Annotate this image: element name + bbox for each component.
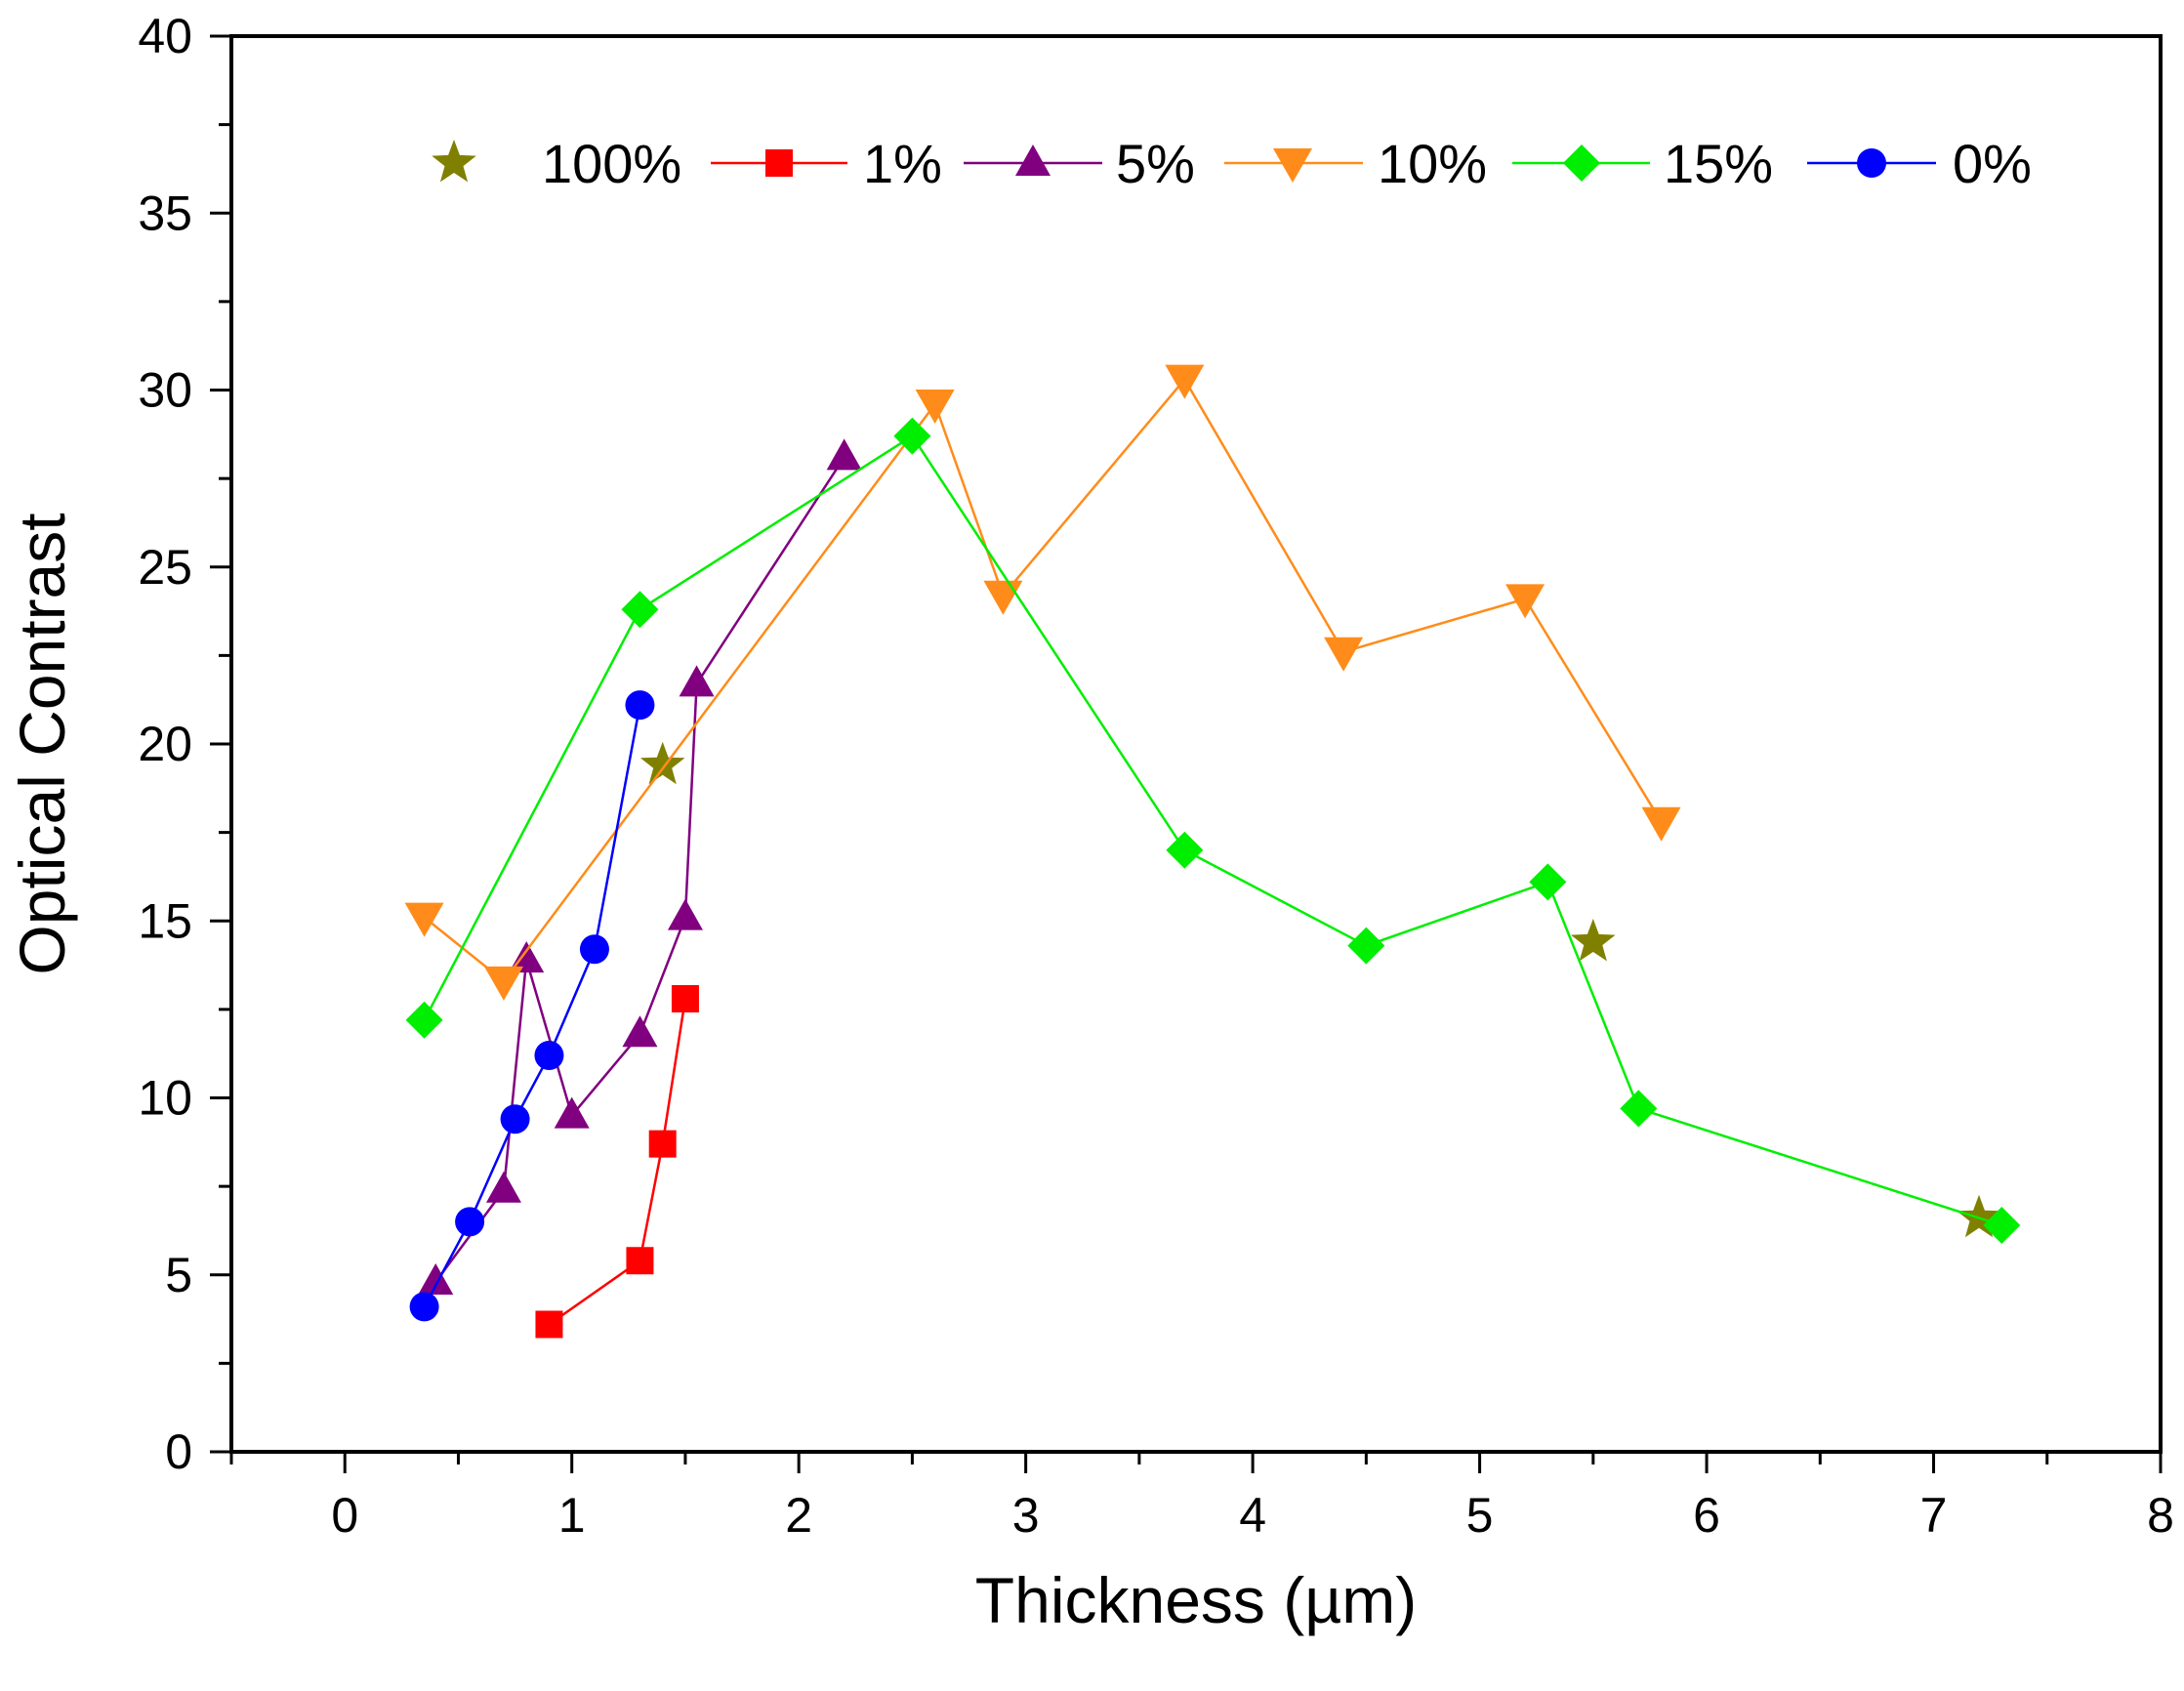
data-point — [485, 1171, 521, 1203]
data-point — [418, 1263, 454, 1295]
data-point — [648, 1130, 677, 1158]
y-tick-label: 0 — [165, 1424, 192, 1479]
y-tick-label: 10 — [138, 1071, 192, 1126]
x-axis-title: Thickness (µm) — [975, 1564, 1417, 1636]
data-series — [404, 364, 2021, 1339]
data-point — [915, 390, 955, 424]
y-tick-label: 40 — [138, 9, 192, 63]
legend-entry: 15% — [1512, 133, 1773, 194]
x-tick-label: 0 — [331, 1488, 358, 1543]
y-tick-label: 5 — [165, 1248, 192, 1302]
series-line — [423, 704, 641, 1307]
series-15pct — [405, 417, 2021, 1244]
x-tick-label: 5 — [1466, 1488, 1494, 1543]
series-line — [434, 456, 845, 1283]
legend-entry: 5% — [964, 133, 1195, 194]
legend-marker — [1563, 144, 1600, 182]
y-tick-label: 15 — [138, 893, 192, 948]
legend-marker — [432, 140, 476, 183]
data-point — [1347, 927, 1385, 965]
series-line — [548, 998, 687, 1326]
series-100pct — [639, 741, 2001, 1238]
data-point — [579, 934, 609, 965]
data-point — [1983, 1207, 2021, 1244]
y-axis-title: Optical Contrast — [6, 513, 78, 974]
data-point — [405, 1001, 443, 1039]
axis-tick-labels: 0 1 2 3 4 5 6 7 8 0 5 10 15 20 25 30 35 40 — [138, 9, 2174, 1543]
data-point — [1529, 863, 1567, 901]
data-point — [671, 985, 699, 1012]
series-0pct — [409, 690, 655, 1322]
data-point — [1166, 831, 1204, 869]
y-tick-label: 30 — [138, 363, 192, 418]
legend-entry: 100% — [432, 133, 681, 194]
data-point — [1571, 919, 1616, 962]
data-point — [1641, 806, 1681, 842]
series-1pct — [535, 985, 699, 1339]
series-line — [423, 433, 2002, 1227]
legend-label: 100% — [542, 133, 681, 194]
y-tick-label: 25 — [138, 540, 192, 595]
series-line — [423, 377, 1663, 983]
data-point — [409, 1292, 439, 1322]
axis-ticks — [210, 34, 2163, 1473]
data-point — [1620, 1090, 1658, 1128]
data-point — [483, 966, 523, 1001]
legend: 100% 1% 5% 10% 15% 0% — [432, 133, 2032, 194]
data-point — [509, 941, 545, 973]
data-point — [455, 1207, 485, 1237]
plot-frame — [229, 34, 2163, 1454]
y-tick-label: 20 — [138, 717, 192, 771]
series-10pct — [404, 364, 1681, 1001]
data-point — [679, 665, 715, 697]
x-tick-label: 2 — [785, 1488, 812, 1543]
data-point — [625, 690, 655, 721]
data-point — [1957, 1194, 2001, 1238]
legend-label: 10% — [1378, 133, 1487, 194]
data-point — [1505, 584, 1545, 619]
data-point — [893, 417, 931, 455]
data-point — [554, 1096, 590, 1129]
legend-label: 1% — [863, 133, 942, 194]
legend-marker — [1273, 148, 1312, 183]
x-tick-label: 8 — [2147, 1488, 2174, 1543]
legend-marker — [765, 149, 793, 177]
x-tick-label: 6 — [1693, 1488, 1720, 1543]
y-tick-label: 35 — [138, 186, 192, 240]
legend-marker — [1015, 144, 1051, 176]
legend-entry: 10% — [1224, 133, 1487, 194]
data-point — [1165, 364, 1205, 399]
data-point — [1324, 637, 1364, 672]
data-point — [983, 580, 1023, 615]
x-tick-label: 3 — [1012, 1488, 1040, 1543]
legend-label: 5% — [1116, 133, 1195, 194]
series-5pct — [418, 438, 862, 1295]
data-point — [667, 898, 703, 930]
legend-marker — [1857, 148, 1886, 178]
data-point — [534, 1041, 564, 1070]
legend-label: 15% — [1664, 133, 1773, 194]
data-point — [626, 1247, 654, 1275]
data-point — [500, 1104, 530, 1134]
data-point — [639, 741, 685, 785]
data-point — [535, 1310, 563, 1339]
data-point — [622, 1015, 658, 1048]
x-tick-label: 1 — [558, 1488, 586, 1543]
data-point — [621, 591, 659, 629]
x-tick-label: 7 — [1920, 1488, 1948, 1543]
legend-label: 0% — [1953, 133, 2032, 194]
data-point — [826, 438, 862, 471]
data-point — [404, 902, 444, 937]
x-tick-label: 4 — [1239, 1488, 1266, 1543]
legend-entry: 0% — [1807, 133, 2032, 194]
legend-entry: 1% — [711, 133, 942, 194]
